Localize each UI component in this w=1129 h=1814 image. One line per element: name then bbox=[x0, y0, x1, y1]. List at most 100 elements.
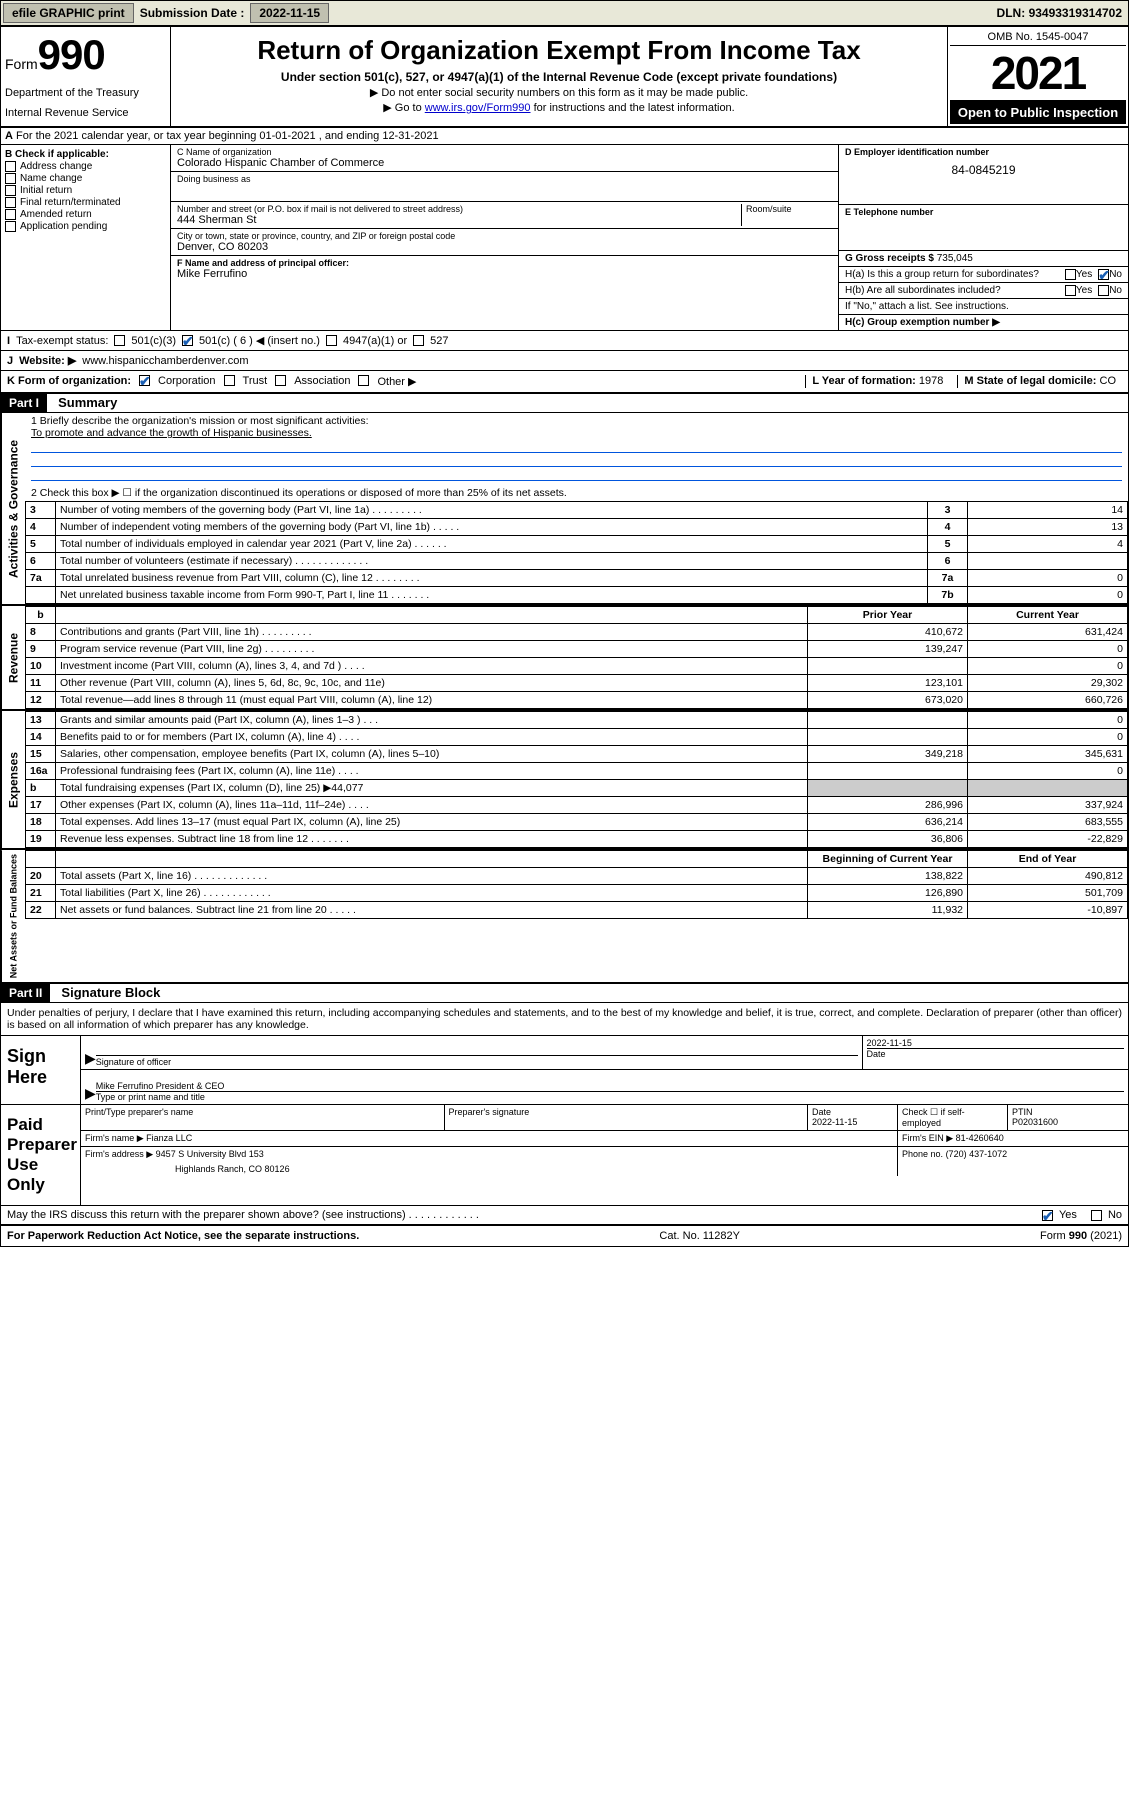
discuss-no[interactable] bbox=[1091, 1210, 1102, 1221]
discuss-yes[interactable] bbox=[1042, 1210, 1053, 1221]
part1-tag: Part I bbox=[1, 394, 47, 412]
gross-receipts-label: G Gross receipts $ bbox=[845, 253, 934, 264]
hc-label: H(c) Group exemption number ▶ bbox=[839, 315, 1128, 330]
form-990-body: Form990 Department of the Treasury Inter… bbox=[0, 26, 1129, 1247]
preparer-date: 2022-11-15 bbox=[812, 1117, 857, 1127]
section-a-tax-year: A For the 2021 calendar year, or tax yea… bbox=[1, 128, 1128, 145]
officer-label: F Name and address of principal officer: bbox=[177, 258, 832, 268]
chk-app-pending[interactable] bbox=[5, 221, 16, 232]
city-label: City or town, state or province, country… bbox=[177, 231, 832, 241]
efile-print-button[interactable]: efile GRAPHIC print bbox=[3, 3, 134, 23]
ha-label: H(a) Is this a group return for subordin… bbox=[845, 269, 1065, 280]
form-header: Form990 Department of the Treasury Inter… bbox=[1, 27, 1128, 128]
room-label: Room/suite bbox=[746, 204, 832, 214]
officer-typed-name: Mike Ferrufino President & CEO bbox=[96, 1081, 1124, 1091]
perjury-declaration: Under penalties of perjury, I declare th… bbox=[1, 1003, 1128, 1036]
col-mid-org-info: C Name of organization Colorado Hispanic… bbox=[171, 145, 838, 330]
chk-corp[interactable] bbox=[139, 375, 150, 386]
street-address: 444 Sherman St bbox=[177, 214, 741, 226]
signature-block: Under penalties of perjury, I declare th… bbox=[1, 1003, 1128, 1225]
arrow-icon: ▶ bbox=[85, 1085, 96, 1102]
gross-receipts-value: 735,045 bbox=[937, 253, 973, 264]
firm-name: Fianza LLC bbox=[146, 1133, 192, 1143]
part2-header-row: Part II Signature Block bbox=[1, 984, 1128, 1003]
net-assets-table: Beginning of Current YearEnd of Year20To… bbox=[25, 850, 1128, 919]
chk-name-change[interactable] bbox=[5, 173, 16, 184]
submission-date-button[interactable]: 2022-11-15 bbox=[250, 3, 329, 23]
col-b-checkboxes: B Check if applicable: Address change Na… bbox=[1, 145, 171, 330]
sig-date-label: Date bbox=[867, 1048, 1125, 1059]
type-name-label: Type or print name and title bbox=[96, 1091, 1124, 1102]
form-subtitle: Under section 501(c), 527, or 4947(a)(1)… bbox=[175, 70, 943, 84]
arrow-icon: ▶ bbox=[85, 1050, 96, 1067]
self-employed-check[interactable]: Check ☐ if self-employed bbox=[898, 1105, 1008, 1130]
chk-527[interactable] bbox=[413, 335, 424, 346]
dept-treasury: Department of the Treasury bbox=[5, 87, 166, 99]
phone-label: E Telephone number bbox=[845, 207, 1122, 217]
form-word: Form bbox=[5, 56, 38, 72]
year-formation: 1978 bbox=[919, 375, 943, 387]
part1-title: Summary bbox=[50, 395, 117, 410]
sign-here-label: Sign Here bbox=[1, 1036, 81, 1104]
chk-501c[interactable] bbox=[182, 335, 193, 346]
chk-final-return[interactable] bbox=[5, 197, 16, 208]
officer-name: Mike Ferrufino bbox=[177, 268, 832, 280]
submission-label: Submission Date : bbox=[136, 6, 249, 20]
chk-4947[interactable] bbox=[326, 335, 337, 346]
h-note: If "No," attach a list. See instructions… bbox=[839, 299, 1128, 315]
ein-label: D Employer identification number bbox=[845, 147, 1122, 157]
firm-phone: (720) 437-1072 bbox=[946, 1149, 1008, 1159]
chk-trust[interactable] bbox=[224, 375, 235, 386]
irs-link[interactable]: www.irs.gov/Form990 bbox=[425, 102, 531, 114]
row-i-tax-status: I Tax-exempt status: 501(c)(3) 501(c) ( … bbox=[1, 331, 1128, 351]
vtab-net-assets: Net Assets or Fund Balances bbox=[1, 850, 25, 982]
ha-yes[interactable] bbox=[1065, 269, 1076, 280]
open-to-public: Open to Public Inspection bbox=[950, 101, 1126, 124]
chk-assoc[interactable] bbox=[275, 375, 286, 386]
city-state-zip: Denver, CO 80203 bbox=[177, 241, 832, 253]
dba-label: Doing business as bbox=[177, 174, 832, 184]
omb-number: OMB No. 1545-0047 bbox=[950, 29, 1126, 46]
header-mid: Return of Organization Exempt From Incom… bbox=[171, 27, 948, 126]
ha-no[interactable] bbox=[1098, 269, 1109, 280]
footer: For Paperwork Reduction Act Notice, see … bbox=[1, 1225, 1128, 1246]
expenses-table: 13Grants and similar amounts paid (Part … bbox=[25, 711, 1128, 848]
row-j-website: J Website: ▶ www.hispanicchamberdenver.c… bbox=[1, 351, 1128, 371]
chk-amended-return[interactable] bbox=[5, 209, 16, 220]
form-number: 990 bbox=[38, 31, 105, 78]
preparer-sig-label: Preparer's signature bbox=[445, 1105, 809, 1130]
org-name: Colorado Hispanic Chamber of Commerce bbox=[177, 157, 832, 169]
governance-table: 3Number of voting members of the governi… bbox=[25, 501, 1128, 604]
dln: DLN: 93493319314702 bbox=[991, 4, 1128, 22]
chk-other[interactable] bbox=[358, 375, 369, 386]
ptin-value: P02031600 bbox=[1012, 1117, 1058, 1127]
sig-officer-label: Signature of officer bbox=[96, 1055, 858, 1067]
firm-addr1: 9457 S University Blvd 153 bbox=[156, 1149, 264, 1159]
q1-lead: 1 Briefly describe the organization's mi… bbox=[31, 415, 1122, 427]
form-ref: Form 990 (2021) bbox=[1040, 1230, 1122, 1242]
part1-header-row: Part I Summary bbox=[1, 394, 1128, 413]
form-title: Return of Organization Exempt From Incom… bbox=[175, 35, 943, 66]
hb-no[interactable] bbox=[1098, 285, 1109, 296]
cat-no: Cat. No. 11282Y bbox=[659, 1230, 740, 1242]
revenue-table: bPrior YearCurrent Year8Contributions an… bbox=[25, 606, 1128, 709]
preparer-name-label: Print/Type preparer's name bbox=[81, 1105, 445, 1130]
pra-notice: For Paperwork Reduction Act Notice, see … bbox=[7, 1230, 359, 1242]
chk-501c3[interactable] bbox=[114, 335, 125, 346]
vtab-revenue: Revenue bbox=[1, 606, 25, 709]
vtab-governance: Activities & Governance bbox=[1, 413, 25, 604]
header-left: Form990 Department of the Treasury Inter… bbox=[1, 27, 171, 126]
top-toolbar: efile GRAPHIC print Submission Date : 20… bbox=[0, 0, 1129, 26]
firm-addr2: Highlands Ranch, CO 80126 bbox=[175, 1164, 893, 1174]
paid-preparer-label: Paid Preparer Use Only bbox=[1, 1105, 81, 1205]
hb-yes[interactable] bbox=[1065, 285, 1076, 296]
ein-value: 84-0845219 bbox=[845, 163, 1122, 177]
chk-initial-return[interactable] bbox=[5, 185, 16, 196]
q2-checkbox-line: 2 Check this box ▶ ☐ if the organization… bbox=[25, 485, 1128, 501]
vtab-expenses: Expenses bbox=[1, 711, 25, 848]
goto-note: ▶ Go to www.irs.gov/Form990 for instruct… bbox=[175, 101, 943, 114]
chk-address-change[interactable] bbox=[5, 161, 16, 172]
website-value: www.hispanicchamberdenver.com bbox=[82, 355, 248, 367]
row-k-form-org: K Form of organization: Corporation Trus… bbox=[1, 371, 1128, 394]
state-domicile: CO bbox=[1100, 375, 1117, 387]
